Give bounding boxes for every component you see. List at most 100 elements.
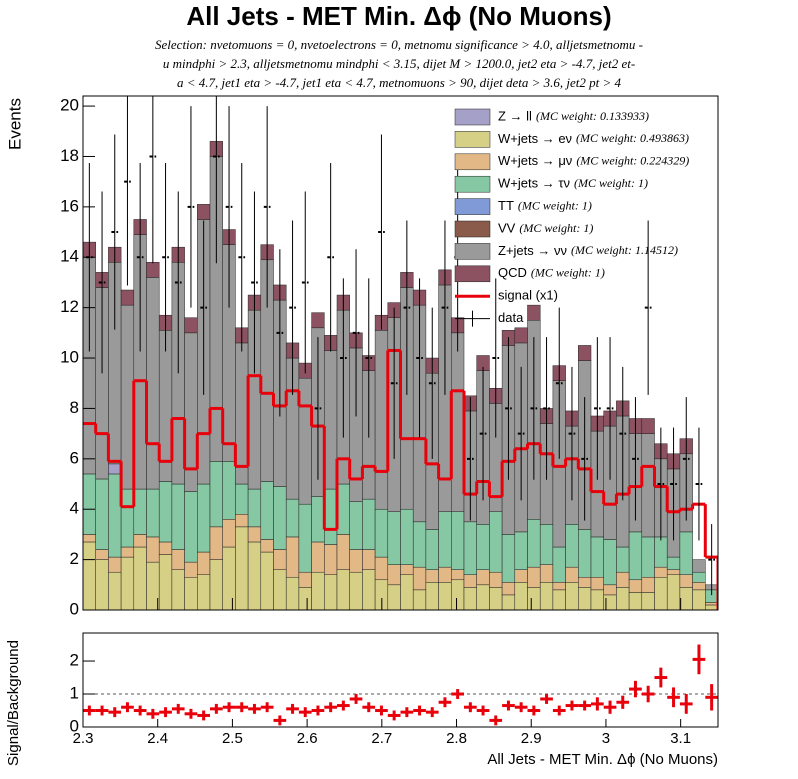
stack-segment: [578, 529, 592, 578]
stack-segment: [349, 549, 363, 573]
stack-segment: [184, 491, 198, 563]
stack-segment: [527, 519, 541, 568]
stack-segment: [641, 576, 655, 593]
legend-swatch: [454, 108, 491, 126]
stack-segment: [514, 531, 528, 570]
stack-segment: [514, 582, 528, 610]
stack-segment: [324, 488, 338, 545]
stack-segment: [641, 536, 655, 578]
legend-note: (MC weight: 1): [574, 176, 648, 190]
y-tick-label: 14: [60, 247, 79, 266]
y-tick-label: 2: [70, 651, 79, 670]
stack-segment: [311, 496, 325, 543]
stack-segment: [476, 584, 490, 610]
x-tick-label: 3: [602, 730, 610, 747]
legend-label: W+jets → eν: [498, 131, 572, 146]
stack-segment: [603, 539, 617, 586]
stack-segment: [209, 461, 223, 528]
stack-segment: [654, 576, 668, 610]
stack-segment: [146, 277, 160, 490]
stack-segment: [539, 582, 554, 610]
legend-label: VV: [498, 220, 516, 235]
stack-segment: [209, 559, 223, 610]
stack-segment: [679, 574, 693, 588]
stack-segment: [463, 521, 477, 575]
stack-segment: [311, 312, 325, 329]
stack-segment: [666, 556, 681, 570]
stack-segment: [590, 576, 604, 591]
stack-segment: [666, 569, 681, 575]
stack-segment: [654, 566, 668, 578]
stack-segment: [222, 461, 236, 520]
stack-segment: [666, 574, 681, 610]
stack-segment: [285, 498, 300, 538]
stack-segment: [235, 514, 249, 528]
stack-segment: [527, 587, 541, 610]
y-tick-label: 18: [60, 146, 79, 165]
stack-segment: [552, 582, 566, 591]
stack-segment: [83, 473, 96, 535]
stack-segment: [222, 546, 236, 610]
stack-segment: [311, 571, 325, 610]
stack-segment: [641, 592, 655, 610]
stack-segment: [285, 576, 300, 610]
stack-segment: [616, 571, 630, 588]
stack-segment: [298, 503, 312, 573]
legend-swatch: [454, 153, 491, 171]
stack-segment: [400, 508, 414, 565]
stack-segment: [146, 262, 160, 278]
stack-segment: [616, 546, 630, 573]
stack-segment: [108, 571, 122, 610]
x-tick-label: 2.4: [147, 730, 168, 747]
stack-segment: [273, 486, 287, 550]
stack-segment: [692, 559, 706, 573]
stack-segment: [197, 204, 211, 220]
x-tick-label: 3.1: [670, 730, 691, 747]
legend-label: QCD: [498, 265, 527, 280]
stack-segment: [184, 317, 198, 334]
stack-segment: [133, 534, 147, 548]
y-tick-label: 4: [70, 499, 79, 518]
legend-swatch: [454, 175, 491, 193]
y-axis-label: Events: [5, 98, 24, 150]
ratio-y-axis-label: Signal/Background: [5, 640, 22, 766]
stack-segment: [438, 582, 452, 610]
stack-segment: [298, 571, 312, 588]
stack-segment: [209, 526, 223, 560]
legend-swatch: [454, 131, 491, 148]
stack-segment: [260, 551, 274, 610]
stack-segment: [158, 554, 173, 610]
stack-segment: [171, 549, 185, 570]
stack-segment: [260, 481, 274, 540]
stack-segment: [362, 569, 376, 610]
stack-segment: [222, 519, 236, 548]
stack-segment: [349, 571, 363, 610]
stack-segment: [184, 561, 198, 578]
legend-note: (MC weight: 1): [518, 198, 592, 212]
stack-segment: [273, 569, 287, 610]
ratio-points: [83, 644, 718, 726]
y-tick-label: 1: [70, 684, 79, 703]
legend-swatch: [454, 198, 491, 215]
frame: [82, 632, 719, 728]
stack-segment: [603, 584, 617, 596]
stack-segment: [489, 587, 503, 610]
x-tick-label: 2.7: [371, 730, 392, 747]
stack-segment: [324, 544, 338, 575]
stack-segment: [679, 587, 693, 610]
stack-segment: [374, 508, 389, 558]
stack-segment: [285, 536, 300, 578]
stack-segment: [489, 571, 503, 588]
stack-segment: [527, 304, 541, 321]
stack-segment: [336, 569, 350, 610]
stack-segment: [400, 564, 414, 575]
legend-note: (MC weight: 0.493863): [576, 131, 689, 145]
stack-segment: [336, 534, 350, 570]
legend-swatch: [454, 265, 491, 283]
stack-segment: [705, 604, 718, 610]
stack-segment: [578, 576, 592, 588]
stack-segment: [158, 481, 173, 543]
stack-segment: [158, 541, 173, 555]
stack-segment: [514, 569, 528, 583]
